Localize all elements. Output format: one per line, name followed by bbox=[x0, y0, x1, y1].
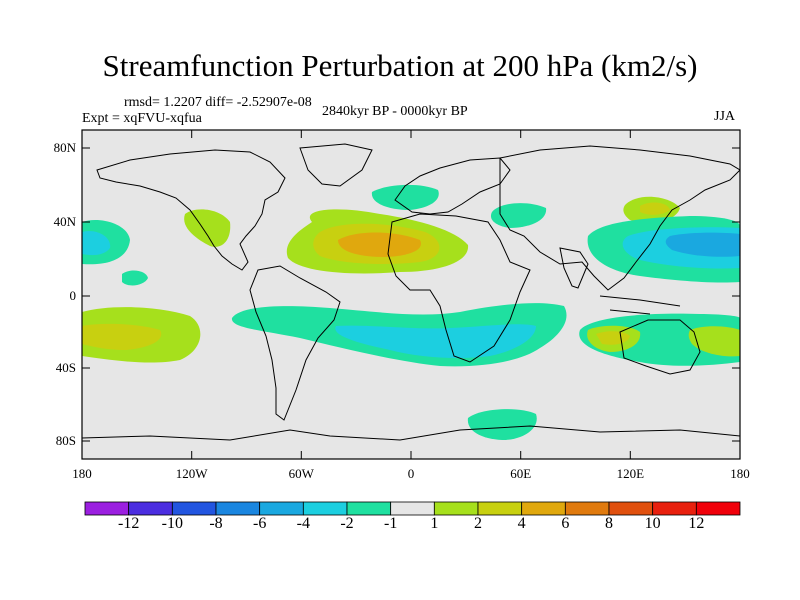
colorbar-swatch bbox=[521, 501, 566, 516]
x-tick-60w: 60W bbox=[289, 466, 315, 481]
colorbar-label: -10 bbox=[161, 515, 183, 532]
y-tick-80n: 80N bbox=[54, 140, 77, 155]
coast-indonesia bbox=[599, 295, 681, 315]
colorbar-swatch bbox=[259, 501, 304, 516]
anomaly-northatlantic-negative bbox=[371, 184, 439, 210]
colorbar-label: 8 bbox=[605, 515, 613, 532]
plot-background bbox=[82, 130, 740, 459]
contour-fields bbox=[82, 184, 740, 440]
coast-greenland bbox=[299, 143, 373, 187]
x-axis-ticks bbox=[191, 130, 631, 459]
colorbar-label: -2 bbox=[340, 515, 354, 532]
x-tick-120w: 120W bbox=[176, 466, 209, 481]
x-tick-180e: 180 bbox=[730, 466, 750, 481]
experiment-label: Expt = xqFVU-xqfua bbox=[82, 111, 202, 126]
colorbar-swatch bbox=[128, 501, 173, 516]
anomaly-eastaus-positive bbox=[688, 326, 740, 357]
y-tick-80s: 80S bbox=[56, 433, 76, 448]
x-tick-0: 0 bbox=[408, 466, 415, 481]
coast-europe bbox=[394, 157, 511, 215]
period-label: 2840kyr BP - 0000kyr BP bbox=[322, 104, 468, 119]
colorbar-label: 4 bbox=[517, 515, 526, 532]
colorbar-label: 6 bbox=[561, 515, 570, 532]
coast-north-america bbox=[96, 149, 286, 271]
anomaly-asia-negative-core bbox=[665, 232, 740, 257]
colorbar-swatch bbox=[346, 501, 392, 516]
anomaly-southpacific-positive-inner bbox=[82, 323, 162, 350]
x-tick-60e: 60E bbox=[510, 466, 531, 481]
anomaly-westpacific-negative-inner bbox=[82, 230, 111, 256]
map-title: Streamfunction Perturbation at 200 hPa (… bbox=[102, 48, 698, 83]
anomaly-antarctic-negative bbox=[467, 409, 537, 440]
anomaly-atlantic-positive-core bbox=[338, 232, 421, 257]
y-axis-ticks bbox=[82, 147, 740, 442]
y-tick-0: 0 bbox=[70, 288, 77, 303]
colorbar-label: -4 bbox=[296, 515, 310, 532]
colorbar-label: 2 bbox=[474, 515, 482, 532]
x-tick-120e: 120E bbox=[617, 466, 645, 481]
colorbar-label: 10 bbox=[644, 515, 661, 532]
coast-antarctica bbox=[82, 425, 740, 441]
colorbar-swatch bbox=[564, 501, 610, 516]
coast-asia bbox=[499, 145, 740, 291]
colorbar-swatch bbox=[84, 501, 130, 516]
colorbar-swatch bbox=[302, 501, 348, 516]
y-axis-labels: 80N 40N 0 40S 80S bbox=[54, 140, 77, 448]
coast-india bbox=[559, 247, 589, 289]
rmsd-stats: rmsd= 1.2207 diff= -2.52907e-08 bbox=[124, 95, 312, 110]
y-tick-40s: 40S bbox=[56, 360, 76, 375]
colorbar-swatch bbox=[608, 501, 654, 516]
colorbar-swatch bbox=[477, 501, 523, 516]
coastlines bbox=[82, 143, 740, 441]
anomaly-southern-band-negative-inner bbox=[335, 324, 536, 358]
colorbar-swatch bbox=[433, 501, 479, 516]
coast-africa bbox=[387, 213, 531, 363]
colorbar-swatch bbox=[695, 501, 741, 516]
colorbar-swatch bbox=[390, 501, 435, 516]
anomaly-northwest-positive-inner bbox=[640, 202, 670, 215]
colorbar-label: 12 bbox=[688, 515, 705, 532]
colorbar-swatch bbox=[171, 501, 217, 516]
colorbar-label: -8 bbox=[209, 515, 223, 532]
coast-south-america bbox=[249, 265, 341, 421]
x-tick-180w: 180 bbox=[72, 466, 92, 481]
colorbar-label: -12 bbox=[117, 515, 140, 532]
colorbar-swatch bbox=[215, 501, 261, 516]
colorbar-label: -1 bbox=[383, 515, 398, 532]
colorbar-label: 1 bbox=[430, 515, 439, 532]
y-tick-40n: 40N bbox=[54, 214, 77, 229]
anomaly-small-negative bbox=[122, 270, 148, 286]
colorbar bbox=[84, 501, 741, 516]
season-label: JJA bbox=[714, 109, 736, 124]
x-axis-labels: 180 120W 60W 0 60E 120E 180 bbox=[72, 466, 750, 481]
coast-australia bbox=[619, 319, 701, 375]
colorbar-label: -6 bbox=[252, 515, 267, 532]
colorbar-swatch bbox=[652, 501, 697, 516]
